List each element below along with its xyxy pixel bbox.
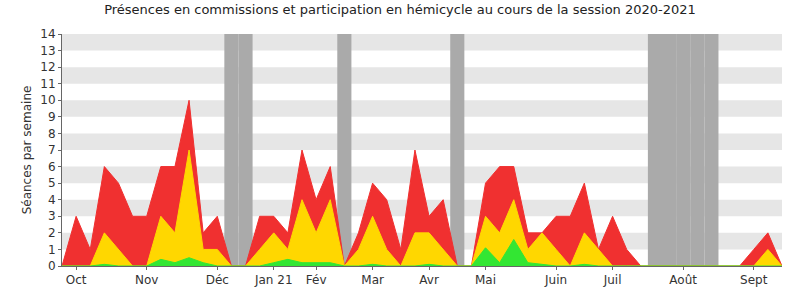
svg-text:Jan 21: Jan 21	[254, 273, 293, 287]
svg-text:5: 5	[48, 176, 56, 190]
svg-text:Sept: Sept	[740, 273, 768, 287]
svg-text:8: 8	[48, 127, 56, 141]
svg-text:Août: Août	[669, 273, 697, 287]
svg-text:Mar: Mar	[361, 273, 384, 287]
svg-text:3: 3	[48, 209, 56, 223]
svg-text:13: 13	[40, 44, 55, 58]
svg-text:9: 9	[48, 110, 56, 124]
svg-text:Présences en commissions et pa: Présences en commissions et participatio…	[104, 2, 696, 17]
svg-text:Déc: Déc	[206, 273, 229, 287]
svg-text:4: 4	[48, 193, 56, 207]
svg-text:Fév: Fév	[306, 273, 327, 287]
svg-text:12: 12	[40, 60, 55, 74]
svg-text:Oct: Oct	[66, 273, 87, 287]
svg-text:2: 2	[48, 226, 56, 240]
svg-text:Séances par semaine: Séances par semaine	[20, 86, 34, 215]
svg-text:10: 10	[40, 93, 55, 107]
svg-text:Mai: Mai	[475, 273, 496, 287]
svg-text:Juil: Juil	[603, 273, 622, 287]
svg-text:6: 6	[48, 160, 56, 174]
svg-text:Nov: Nov	[135, 273, 158, 287]
svg-text:11: 11	[40, 77, 55, 91]
svg-text:14: 14	[40, 27, 55, 41]
svg-text:1: 1	[48, 243, 56, 257]
svg-text:Avr: Avr	[419, 273, 439, 287]
svg-text:7: 7	[48, 143, 56, 157]
svg-text:0: 0	[48, 259, 56, 273]
svg-text:Juin: Juin	[544, 273, 567, 287]
